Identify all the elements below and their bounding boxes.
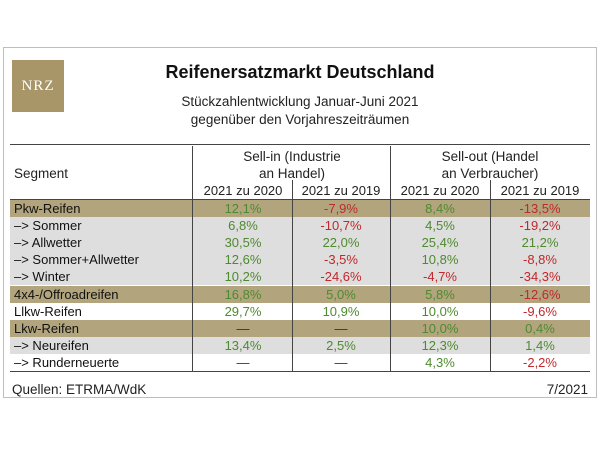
value-cell: 6,8% xyxy=(228,218,258,234)
sell-out-header-line-1: Sell-out (Handel xyxy=(441,149,539,164)
value-cell: 5,8% xyxy=(425,286,455,302)
value-cell: -12,6% xyxy=(519,286,561,302)
value-cell: 12,6% xyxy=(224,252,262,268)
value-cell: 13,4% xyxy=(224,337,262,353)
subtitle-line-1: Stückzahlentwicklung Januar-Juni 2021 xyxy=(181,94,419,109)
page-title: Reifenersatzmarkt Deutschland xyxy=(165,62,435,82)
header-bottom-rule xyxy=(10,199,590,200)
column-header-3: 2021 zu 2020 xyxy=(400,183,480,198)
table-row: –> Sommer 6,8% -10,7% 4,5% -19,2% xyxy=(10,217,590,235)
row-label: Lkw-Reifen xyxy=(14,320,80,336)
value-cell: 10,2% xyxy=(224,269,262,285)
column-header-4: 2021 zu 2019 xyxy=(500,183,580,198)
value-cell: 25,4% xyxy=(421,235,459,251)
value-cell: 2,5% xyxy=(326,337,356,353)
value-cell: -34,3% xyxy=(519,269,561,285)
value-cell: 29,7% xyxy=(224,303,262,319)
value-cell: 4,5% xyxy=(425,218,455,234)
value-cell: 0,4% xyxy=(525,320,555,336)
row-label: –> Runderneuerte xyxy=(14,354,120,370)
sell-in-header: Sell-in (Industrie an Handel) xyxy=(194,148,390,182)
table-bottom-rule xyxy=(10,371,590,372)
value-cell: -10,7% xyxy=(320,218,362,234)
subtitle-line-2: gegenüber den Vorjahreszeiträumen xyxy=(190,112,410,127)
source-note: Quellen: ETRMA/WdK xyxy=(12,382,147,397)
row-label: 4x4-/Offroadreifen xyxy=(14,286,119,302)
table-row: –> Neureifen 13,4% 2,5% 12,3% 1,4% xyxy=(10,336,590,354)
value-cell: -7,9% xyxy=(324,201,358,216)
sell-out-header: Sell-out (Handel an Verbraucher) xyxy=(390,148,590,182)
sell-in-header-line-2: an Handel) xyxy=(258,166,326,181)
table-row: –> Allwetter 30,5% 22,0% 25,4% 21,2% xyxy=(10,234,590,252)
value-cell: — xyxy=(334,354,348,370)
table-row: Llkw-Reifen 29,7% 10,9% 10,0% -9,6% xyxy=(10,302,590,320)
value-cell: 10,8% xyxy=(421,252,459,268)
value-cell: 5,0% xyxy=(326,286,356,302)
table-row: 4x4-/Offroadreifen 16,8% 5,0% 5,8% -12,6% xyxy=(10,285,590,303)
value-cell: -2,2% xyxy=(523,354,557,370)
column-rule-segment xyxy=(192,146,193,372)
table-row: –> Sommer+Allwetter 12,6% -3,5% 10,8% -8,8% xyxy=(10,251,590,269)
segment-header: Segment xyxy=(14,166,69,181)
table-row: Pkw-Reifen 12,1% -7,9% 8,4% -13,5% xyxy=(10,200,590,217)
header-top-rule xyxy=(10,144,590,145)
column-header-1: 2021 zu 2020 xyxy=(203,183,283,198)
row-label: –> Winter xyxy=(14,269,70,285)
value-cell: 10,0% xyxy=(421,320,459,336)
row-label: –> Sommer xyxy=(14,218,82,234)
value-cell: 10,0% xyxy=(421,303,459,319)
table-row: –> Winter 10,2% -24,6% -4,7% -34,3% xyxy=(10,268,590,286)
row-label: –> Sommer+Allwetter xyxy=(14,252,139,268)
table-row: Lkw-Reifen — — 10,0% 0,4% xyxy=(10,319,590,337)
nrz-logo: NRZ xyxy=(12,60,64,112)
value-cell: 21,2% xyxy=(521,235,559,251)
column-rule-group xyxy=(390,146,391,372)
value-cell: 12,1% xyxy=(224,201,262,216)
row-label: –> Neureifen xyxy=(14,337,89,353)
value-cell: -13,5% xyxy=(519,201,561,216)
value-cell: 8,4% xyxy=(425,201,455,216)
column-rule-sell-in xyxy=(292,180,293,372)
value-cell: -24,6% xyxy=(320,269,362,285)
value-cell: 4,3% xyxy=(425,354,455,370)
value-cell: 1,4% xyxy=(525,337,555,353)
column-rule-sell-out xyxy=(490,180,491,372)
sell-in-header-line-1: Sell-in (Industrie xyxy=(243,149,341,164)
value-cell: — xyxy=(236,320,250,336)
value-cell: — xyxy=(334,320,348,336)
date-note: 7/2021 xyxy=(546,382,588,397)
row-label: Pkw-Reifen xyxy=(14,201,81,216)
sell-out-header-line-2: an Verbraucher) xyxy=(441,166,539,181)
logo-text: NRZ xyxy=(21,77,55,94)
row-label: Llkw-Reifen xyxy=(14,303,82,319)
value-cell: — xyxy=(236,354,250,370)
value-cell: 22,0% xyxy=(322,235,360,251)
value-cell: -3,5% xyxy=(324,252,358,268)
row-label: –> Allwetter xyxy=(14,235,82,251)
value-cell: 16,8% xyxy=(224,286,262,302)
value-cell: -8,8% xyxy=(523,252,557,268)
value-cell: 30,5% xyxy=(224,235,262,251)
value-cell: -19,2% xyxy=(519,218,561,234)
column-header-2: 2021 zu 2019 xyxy=(301,183,381,198)
value-cell: 12,3% xyxy=(421,337,459,353)
table-row: –> Runderneuerte — — 4,3% -2,2% xyxy=(10,353,590,371)
value-cell: -9,6% xyxy=(523,303,557,319)
value-cell: -4,7% xyxy=(423,269,457,285)
value-cell: 10,9% xyxy=(322,303,360,319)
